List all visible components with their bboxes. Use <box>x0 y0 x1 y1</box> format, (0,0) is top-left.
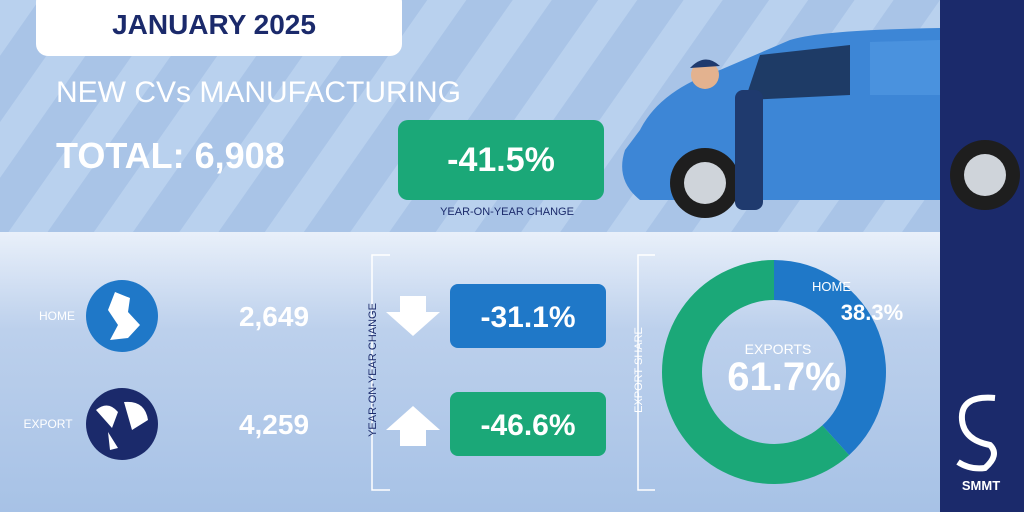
value-label: 38.3% <box>841 300 903 325</box>
bracket <box>371 254 390 491</box>
total-change: -41.5% <box>447 141 555 179</box>
legend-label: HOME <box>812 279 851 294</box>
bracket <box>637 254 655 491</box>
side-strip <box>940 0 1024 512</box>
date-box <box>36 0 402 56</box>
logo-mark <box>956 394 997 472</box>
legend-label: EXPORTS <box>745 341 812 357</box>
donut-segment <box>774 260 887 456</box>
donut <box>662 260 887 485</box>
value-label: 61.7% <box>727 355 840 399</box>
change-box <box>450 392 606 456</box>
up-arrow <box>386 406 440 446</box>
row-change: -46.6% <box>480 409 575 442</box>
title: NEW CVs MANUFACTURING <box>56 76 461 109</box>
total-change-box <box>398 120 604 200</box>
van-illustration <box>622 28 1020 218</box>
chart-title: EXPORT SHARE <box>633 327 645 413</box>
export-icon <box>86 388 158 460</box>
total: TOTAL: 6,908 <box>56 135 285 176</box>
logo-text: SMMT <box>962 478 1000 493</box>
row-label: EXPORT <box>23 417 73 431</box>
row-value: 2,649 <box>239 301 309 332</box>
row-label: HOME <box>39 309 75 323</box>
change-box <box>450 284 606 348</box>
row-change: -31.1% <box>480 301 575 334</box>
down-arrow <box>386 296 440 336</box>
date: JANUARY 2025 <box>112 9 316 40</box>
total-change-label: YEAR-ON-YEAR CHANGE <box>440 206 574 218</box>
world-map <box>96 401 148 450</box>
breakdown-change-label: YEAR-ON-YEAR CHANGE <box>367 303 379 437</box>
uk-map <box>108 292 140 340</box>
row-value: 4,259 <box>239 409 309 440</box>
donut-segment <box>662 260 850 485</box>
